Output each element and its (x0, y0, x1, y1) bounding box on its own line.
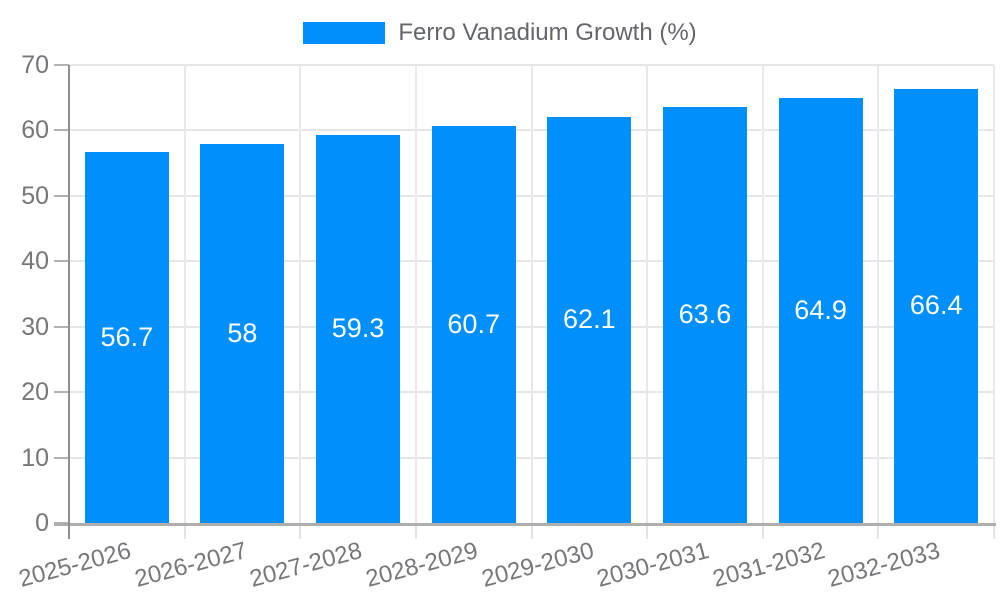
bar[interactable]: 63.6 (662, 106, 747, 523)
gridline-vertical (761, 65, 764, 523)
y-axis-tick (54, 194, 69, 197)
gridline-vertical (993, 65, 995, 523)
y-axis-tick (54, 391, 69, 394)
y-axis-tick (54, 325, 69, 328)
bar[interactable]: 64.9 (778, 98, 863, 523)
x-axis-tick (646, 523, 649, 539)
y-axis-tick (54, 64, 69, 66)
x-axis-tick (183, 523, 186, 539)
legend-series-label: Ferro Vanadium Growth (%) (398, 19, 697, 46)
y-axis-tick (54, 129, 69, 132)
bar[interactable]: 59.3 (316, 135, 401, 523)
y-axis-line (68, 65, 70, 539)
gridline-vertical (646, 65, 649, 523)
x-axis-tick (993, 523, 995, 539)
bar-value-label: 62.1 (563, 304, 616, 335)
x-axis-line (54, 523, 996, 526)
bar[interactable]: 62.1 (547, 116, 632, 523)
legend[interactable]: Ferro Vanadium Growth (%) (0, 19, 1000, 47)
y-axis-tick-label: 0 (35, 509, 49, 537)
bar-value-label: 66.4 (909, 290, 963, 321)
bar[interactable]: 58 (200, 143, 285, 523)
y-axis-tick-label: 60 (21, 116, 49, 145)
bar[interactable]: 56.7 (84, 152, 169, 523)
bar[interactable]: 60.7 (431, 125, 516, 523)
y-axis-tick (54, 260, 69, 263)
bar-value-label: 58 (227, 317, 258, 348)
bar-value-label: 60.7 (447, 308, 500, 339)
x-axis-tick (877, 523, 880, 539)
y-axis-tick-label: 30 (21, 312, 49, 341)
y-axis-tick-label: 10 (21, 443, 49, 472)
x-axis-tick (530, 523, 533, 539)
gridline-vertical (414, 65, 417, 523)
bar-value-label: 64.9 (794, 295, 847, 326)
x-axis-category-label: 2030-2031 (594, 537, 712, 593)
gridline-vertical (299, 65, 302, 523)
x-axis-category-label: 2032-2033 (825, 537, 944, 593)
gridline-vertical (183, 65, 186, 523)
x-axis-tick (761, 523, 764, 539)
x-axis-category-label: 2026-2027 (131, 537, 250, 593)
bar-value-label: 59.3 (331, 313, 385, 344)
y-axis-tick-label: 40 (21, 247, 49, 276)
bar[interactable]: 66.4 (894, 88, 979, 523)
x-axis-category-label: 2028-2029 (362, 537, 481, 593)
x-axis-category-label: 2029-2030 (478, 537, 597, 593)
x-axis-tick (414, 523, 417, 539)
x-axis-tick (299, 523, 302, 539)
x-axis-category-label: 2027-2028 (247, 537, 366, 593)
plot-area: 0 10 20 30 40 50 60 70 56.7 58 59.3 60.7 62.1 63.6 64.… (16, 51, 996, 593)
bar-value-label: 56.7 (100, 322, 154, 352)
legend-swatch-icon (303, 22, 386, 44)
y-axis-tick-label: 50 (21, 181, 49, 210)
gridline-vertical (877, 65, 880, 523)
y-axis-tick-label: 20 (21, 378, 49, 407)
y-axis-tick (54, 456, 69, 459)
x-axis-category-label: 2025-2026 (15, 537, 134, 593)
bar-value-label: 63.6 (678, 299, 732, 330)
x-axis-category-label: 2031-2032 (709, 537, 828, 593)
gridline-vertical (530, 65, 533, 523)
y-axis-tick-label: 70 (21, 51, 49, 79)
